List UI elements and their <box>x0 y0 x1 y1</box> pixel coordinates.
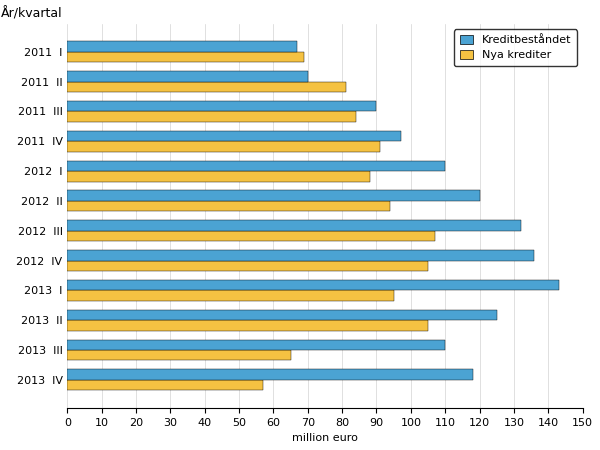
Bar <box>67 261 428 271</box>
Bar <box>67 220 521 231</box>
Legend: Kreditbeståndet, Nya krediter: Kreditbeståndet, Nya krediter <box>454 29 577 66</box>
Bar <box>67 52 304 62</box>
X-axis label: million euro: million euro <box>292 433 358 443</box>
Bar <box>67 112 356 122</box>
Bar <box>67 101 376 112</box>
Bar <box>67 290 394 301</box>
Text: År/kvartal: År/kvartal <box>1 7 62 20</box>
Bar <box>67 41 298 52</box>
Bar <box>67 201 390 212</box>
Bar <box>67 350 290 360</box>
Bar <box>67 161 445 171</box>
Bar <box>67 280 559 290</box>
Bar <box>67 231 435 241</box>
Bar <box>67 131 401 141</box>
Bar <box>67 250 535 261</box>
Bar <box>67 190 479 201</box>
Bar <box>67 310 497 320</box>
Bar <box>67 71 308 81</box>
Bar <box>67 369 473 380</box>
Bar <box>67 340 445 350</box>
Bar <box>67 171 370 181</box>
Bar <box>67 141 380 152</box>
Bar <box>67 320 428 331</box>
Bar <box>67 81 346 92</box>
Bar <box>67 380 263 390</box>
